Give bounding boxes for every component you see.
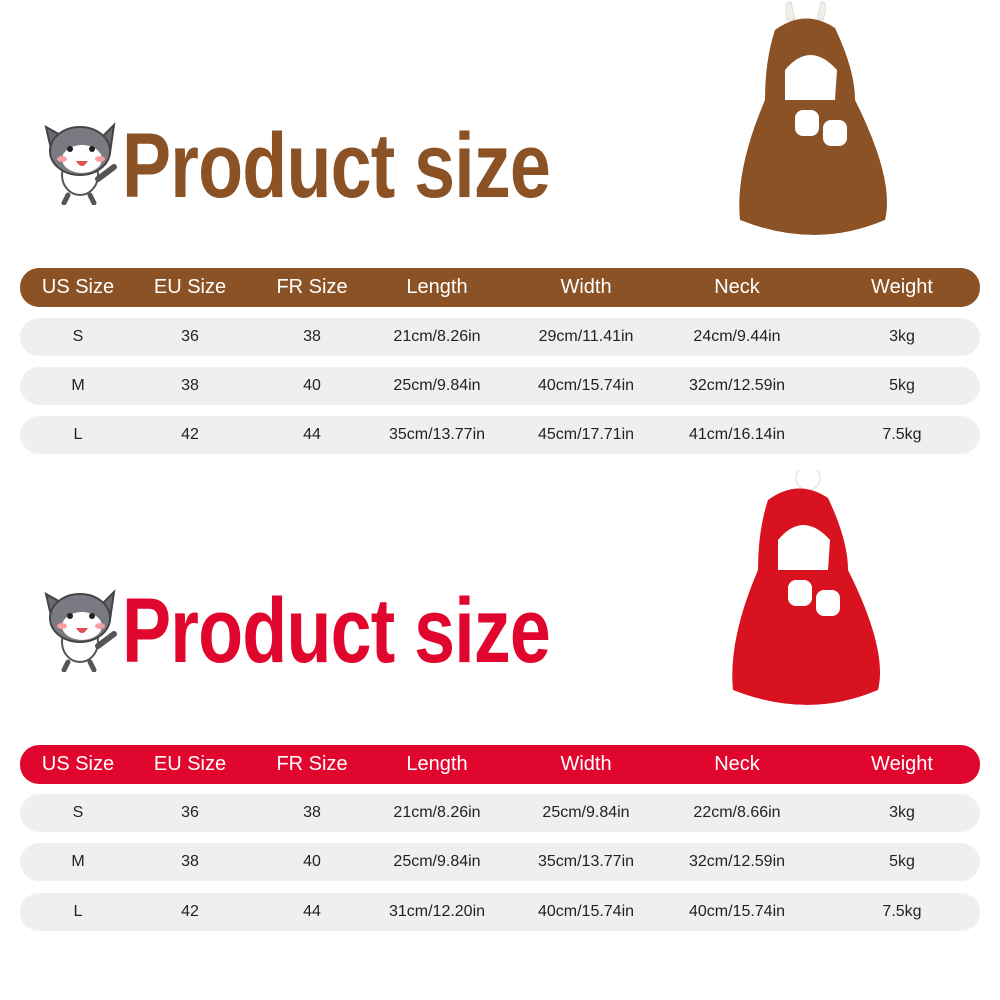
section-title: Product size bbox=[122, 580, 551, 682]
table-cell: 36 bbox=[181, 328, 199, 345]
table-row: S 36 38 21cm/8.26in 25cm/9.84in 22cm/8.66in 3k… bbox=[20, 794, 980, 832]
table-cell: 25cm/9.84in bbox=[393, 377, 481, 394]
santa-cape-image bbox=[718, 465, 898, 725]
table-cell: 32cm/12.59in bbox=[688, 377, 786, 394]
size-table-header: US Size EU Size FR Size Length Width Neck Weig… bbox=[20, 268, 980, 307]
table-cell: 5kg bbox=[889, 853, 915, 870]
column-header: Length bbox=[406, 753, 468, 775]
table-cell: 38 bbox=[303, 804, 321, 821]
column-header: Neck bbox=[714, 753, 760, 775]
column-header: US Size bbox=[41, 276, 115, 298]
table-cell: 40cm/15.74in bbox=[537, 903, 635, 920]
table-cell: S bbox=[72, 328, 84, 345]
table-cell: 45cm/17.71in bbox=[537, 426, 635, 443]
table-cell: 7.5kg bbox=[882, 903, 922, 920]
table-cell: 40cm/15.74in bbox=[537, 377, 635, 394]
table-cell: 24cm/9.44in bbox=[693, 328, 781, 345]
table-cell: 3kg bbox=[889, 804, 915, 821]
column-header: Width bbox=[560, 276, 612, 298]
table-cell: 35cm/13.77in bbox=[537, 853, 635, 870]
table-cell: 25cm/9.84in bbox=[393, 853, 481, 870]
column-header: Neck bbox=[714, 276, 760, 298]
table-cell: 32cm/12.59in bbox=[688, 853, 786, 870]
table-cell: 40 bbox=[303, 377, 321, 394]
table-row: M 38 40 25cm/9.84in 40cm/15.74in 32cm/12.59in… bbox=[20, 367, 980, 405]
reindeer-cape-image bbox=[725, 0, 905, 255]
table-cell: 40 bbox=[303, 853, 321, 870]
table-cell: 40cm/15.74in bbox=[688, 903, 786, 920]
section-title: Product size bbox=[122, 115, 551, 217]
table-cell: 38 bbox=[181, 377, 199, 394]
table-cell: 42 bbox=[181, 426, 199, 443]
size-table-header: US Size EU Size FR Size Length Width Neck Weig… bbox=[20, 745, 980, 784]
column-header: Weight bbox=[871, 276, 933, 298]
table-cell: 3kg bbox=[889, 328, 915, 345]
table-row: M 38 40 25cm/9.84in 35cm/13.77in 32cm/12.59in… bbox=[20, 843, 980, 881]
table-row: L 42 44 31cm/12.20in 40cm/15.74in 40cm/15.74i… bbox=[20, 893, 980, 931]
column-header: US Size bbox=[41, 753, 115, 775]
table-cell: S bbox=[72, 804, 84, 821]
table-cell: 21cm/8.26in bbox=[393, 328, 481, 345]
column-header: Length bbox=[406, 276, 468, 298]
column-header: EU Size bbox=[153, 753, 227, 775]
table-cell: L bbox=[73, 426, 83, 443]
husky-mascot-icon bbox=[42, 113, 118, 206]
table-cell: M bbox=[71, 853, 85, 870]
column-header: FR Size bbox=[276, 276, 348, 298]
table-cell: 38 bbox=[181, 853, 199, 870]
column-header: EU Size bbox=[153, 276, 227, 298]
table-cell: 41cm/16.14in bbox=[688, 426, 786, 443]
table-row: S 36 38 21cm/8.26in 29cm/11.41in 24cm/9.44in 3… bbox=[20, 318, 980, 356]
table-cell: 22cm/8.66in bbox=[693, 804, 781, 821]
table-cell: 36 bbox=[181, 804, 199, 821]
table-cell: 25cm/9.84in bbox=[542, 804, 630, 821]
table-cell: 5kg bbox=[889, 377, 915, 394]
table-cell: 29cm/11.41in bbox=[538, 328, 634, 345]
table-row: L 42 44 35cm/13.77in 45cm/17.71in 41cm/16.14i… bbox=[20, 416, 980, 454]
column-header: Weight bbox=[871, 753, 933, 775]
table-cell: 7.5kg bbox=[882, 426, 922, 443]
column-header: Width bbox=[560, 753, 612, 775]
column-header: FR Size bbox=[276, 753, 348, 775]
table-cell: 35cm/13.77in bbox=[388, 426, 486, 443]
table-cell: 31cm/12.20in bbox=[388, 903, 486, 920]
husky-mascot-icon bbox=[42, 580, 118, 673]
table-cell: M bbox=[71, 377, 85, 394]
table-cell: 21cm/8.26in bbox=[393, 804, 481, 821]
table-cell: L bbox=[73, 903, 83, 920]
table-cell: 38 bbox=[303, 328, 321, 345]
table-cell: 42 bbox=[181, 903, 199, 920]
table-cell: 44 bbox=[303, 426, 321, 443]
table-cell: 44 bbox=[303, 903, 321, 920]
